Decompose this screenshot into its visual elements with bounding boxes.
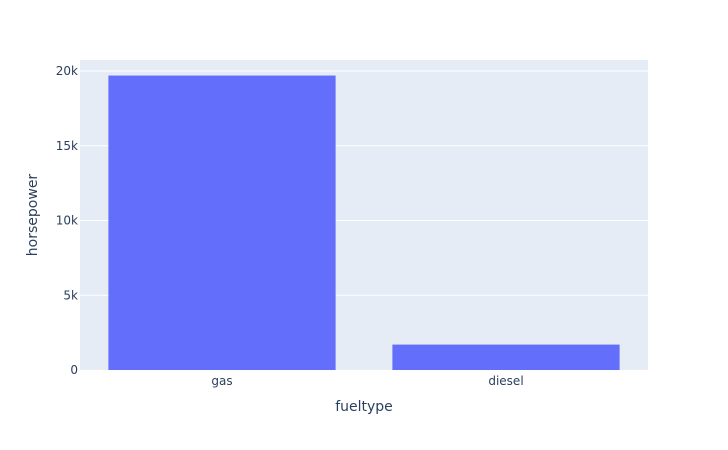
y-tick-label: 0 [70, 363, 78, 377]
y-axis-ticks: 0 5k 10k 15k 20k [56, 64, 78, 377]
y-axis-title: horsepower [25, 174, 41, 257]
x-axis-ticks: gas diesel [211, 374, 523, 388]
bar-diesel [392, 344, 620, 370]
x-tick-label: gas [211, 374, 232, 388]
y-tick-label: 15k [56, 139, 78, 153]
x-axis-title: fueltype [335, 399, 393, 415]
bars [108, 75, 620, 371]
x-tick-label: diesel [488, 374, 523, 388]
y-tick-label: 10k [56, 214, 78, 228]
y-tick-label: 20k [56, 64, 78, 78]
y-tick-label: 5k [63, 288, 78, 302]
bar-gas [108, 75, 336, 371]
